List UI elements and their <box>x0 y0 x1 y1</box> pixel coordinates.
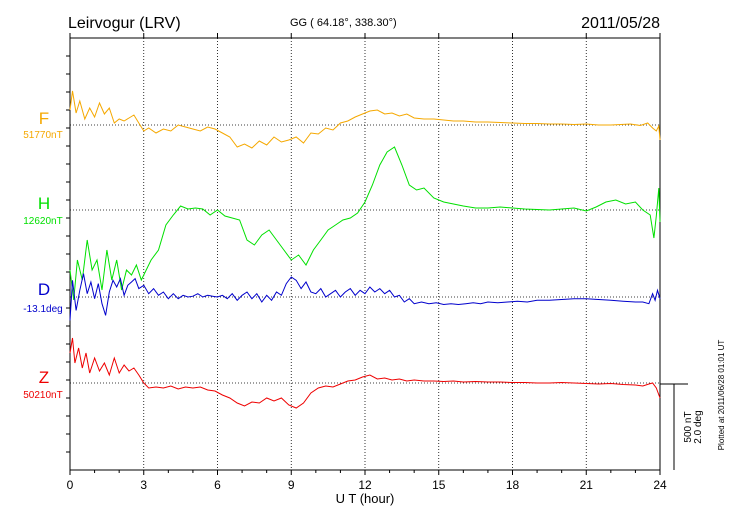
series-layer <box>69 90 661 409</box>
x-tick-label: 6 <box>214 478 221 492</box>
date-label: 2011/05/28 <box>581 15 660 32</box>
x-tick-label: 18 <box>506 478 520 492</box>
scale-nt-label: 500 nT <box>683 411 694 442</box>
scale-deg-label: 2.0 deg <box>693 410 704 443</box>
x-tick-label: 9 <box>288 478 295 492</box>
series-line-f <box>69 90 661 149</box>
series-baseline-value-h: 12620nT <box>23 216 62 227</box>
plotted-at-label: Plotted at 2011/06/28 01:01 UT <box>717 340 726 451</box>
series-name-f: F <box>39 109 49 128</box>
series-labels: F 51770nT H 12620nT D -13.1deg Z 50210nT <box>23 109 62 401</box>
x-tick-label: 21 <box>580 478 594 492</box>
station-coordinates: GG ( 64.18°, 338.30°) <box>290 17 397 29</box>
x-axis-ticks: 0 3 6 9 12 15 18 21 24 <box>66 33 667 492</box>
x-tick-label: 0 <box>67 478 74 492</box>
x-tick-label: 3 <box>140 478 147 492</box>
x-tick-label: 12 <box>358 478 372 492</box>
series-name-h: H <box>38 194 50 213</box>
series-line-d <box>69 273 661 321</box>
series-baseline-value-d: -13.1deg <box>23 304 62 315</box>
series-baseline-value-f: 51770nT <box>23 130 62 141</box>
series-baseline-value-z: 50210nT <box>23 390 62 401</box>
series-name-z: Z <box>39 368 49 387</box>
x-tick-label: 24 <box>653 478 667 492</box>
series-line-z <box>69 337 661 409</box>
station-title: Leirvogur (LRV) <box>68 15 181 32</box>
x-axis-label: U T (hour) <box>336 491 395 506</box>
grid-layer <box>70 38 660 470</box>
series-name-d: D <box>38 280 50 299</box>
series-line-h <box>69 146 661 301</box>
x-tick-label: 15 <box>432 478 446 492</box>
